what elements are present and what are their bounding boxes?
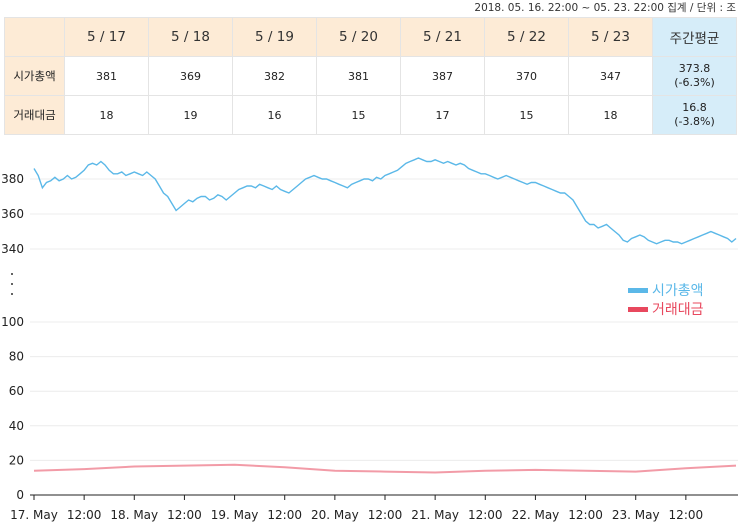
x-tick-label: 17. May [10,508,58,522]
y-tick-label: 80 [9,350,24,364]
table-cell: 370 [484,56,569,96]
y-tick-label: 380 [1,172,24,186]
table-header-row: 5 / 17 5 / 18 5 / 19 5 / 20 5 / 21 5 / 2… [4,17,737,57]
average-value: 16.8 [682,101,707,114]
table-cell: 381 [64,56,149,96]
average-change: (-3.8%) [674,115,715,128]
legend-trading-value-swatch [628,307,648,312]
table-cell: 387 [400,56,485,96]
x-tick-label: 19. May [211,508,259,522]
period-caption: 2018. 05. 16. 22:00 ~ 05. 23. 22:00 집계 /… [474,2,736,14]
column-header: 5 / 18 [148,17,233,57]
row-label-trading-value: 거래대금 [4,95,65,135]
x-axis: 17. May 12:00 18. May 12:00 19. May 12:00 20. … [10,494,738,522]
table-cell: 382 [232,56,317,96]
y-tick-label: 360 [1,207,24,221]
table-row: 시가총액 381 369 382 381 387 370 347 373.8 (… [4,56,737,96]
weekly-stats-table: 5 / 17 5 / 18 5 / 19 5 / 20 5 / 21 5 / 2… [4,17,737,135]
average-value: 373.8 [678,62,711,75]
series-lines [33,157,737,474]
y-tick-label: 60 [9,384,24,398]
weekly-average-cell: 16.8 (-3.8%) [652,95,737,135]
row-label-market-cap: 시가총액 [4,56,65,96]
table-cell: 369 [148,56,233,96]
legend-trading-value-label: 거래대금 [652,302,704,318]
table-cell: 15 [484,95,569,135]
series-line-market-cap [33,157,737,245]
y-tick-label: 340 [1,242,24,256]
x-tick-label: 12:00 [267,508,302,522]
axis-break-dot [11,293,13,295]
table-cell: 17 [400,95,485,135]
x-tick-label: 20. May [311,508,359,522]
x-tick-label: 12:00 [368,508,403,522]
x-tick-label: 22. May [512,508,560,522]
y-tick-label: 40 [9,419,24,433]
x-tick-label: 18. May [110,508,158,522]
grid-lines [30,178,738,461]
x-tick-label: 12:00 [468,508,503,522]
column-header: 5 / 20 [316,17,401,57]
y-tick-label: 20 [9,453,24,467]
y-axis: 340 360 380 0 20 40 60 80 100 [1,172,24,502]
table-cell: 15 [316,95,401,135]
legend-market-cap-swatch [628,288,648,293]
x-tick-label: 12:00 [568,508,603,522]
market-chart: 340 360 380 0 20 40 60 80 100 17. May 12:00 18. Ma… [1,157,738,522]
y-tick-label: 0 [16,488,24,502]
y-tick-label: 100 [1,315,24,329]
table-cell: 347 [568,56,653,96]
table-cell: 381 [316,56,401,96]
axis-break-dot [11,273,13,275]
column-header: 5 / 23 [568,17,653,57]
weekly-average-header: 주간평균 [652,17,737,57]
table-row: 거래대금 18 19 16 15 17 15 18 16.8 (-3.8%) [4,95,737,135]
weekly-average-cell: 373.8 (-6.3%) [652,56,737,96]
table-cell: 19 [148,95,233,135]
x-tick-label: 12:00 [669,508,704,522]
table-corner-cell [4,17,65,57]
table-cell: 18 [64,95,149,135]
axis-break-dot [11,283,13,285]
legend-market-cap-label: 시가총액 [652,283,704,299]
table-cell: 16 [232,95,317,135]
series-line-trading-value [33,463,737,474]
table-cell: 18 [568,95,653,135]
x-tick-label: 12:00 [167,508,202,522]
x-tick-label: 12:00 [67,508,102,522]
column-header: 5 / 19 [232,17,317,57]
column-header: 5 / 22 [484,17,569,57]
column-header: 5 / 17 [64,17,149,57]
column-header: 5 / 21 [400,17,485,57]
x-tick-label: 23. May [612,508,660,522]
x-tick-label: 21. May [411,508,459,522]
average-change: (-6.3%) [674,76,715,89]
